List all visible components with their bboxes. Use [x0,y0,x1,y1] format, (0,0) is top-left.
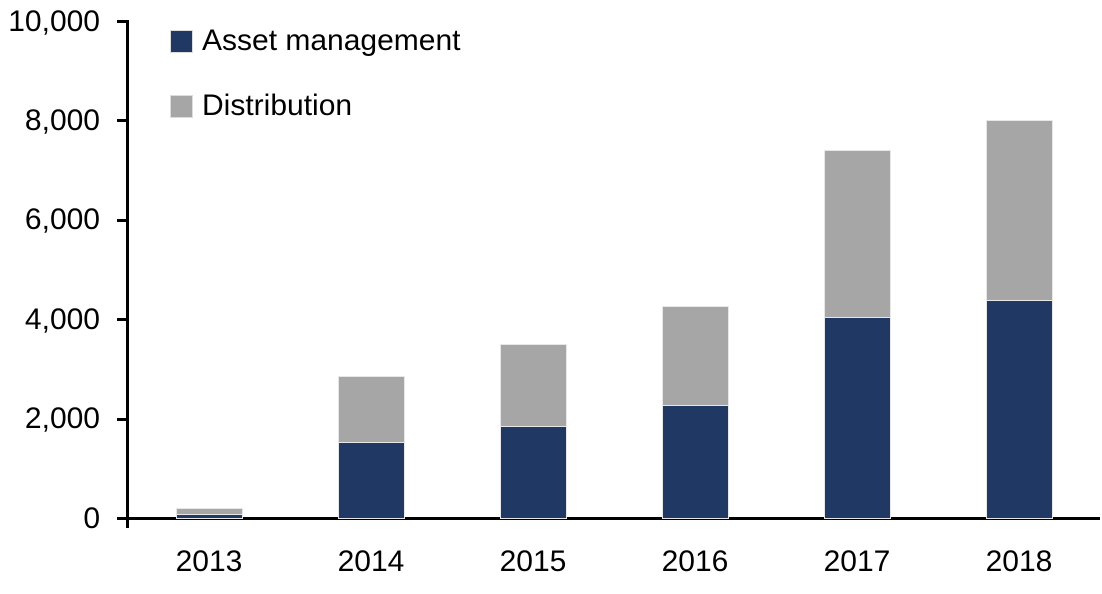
bar-segment-2017-asset-management [824,317,890,519]
bar-segment-2015-distribution [500,344,566,427]
y-axis-tick-label: 0 [83,501,100,535]
y-axis-tick [117,20,127,23]
x-axis-label-2016: 2016 [661,545,729,578]
x-axis-label-2017: 2017 [823,545,891,578]
bar-segment-2013-asset-management [176,513,242,519]
bar-segment-2016-distribution [662,307,728,406]
y-axis-tick [117,318,127,322]
legend-item-asset-management: Asset management [171,25,460,57]
bar-segment-2015-asset-management [500,426,566,519]
bar-segment-2014-asset-management [338,442,404,519]
x-axis-label-2013: 2013 [175,545,243,578]
y-axis-tick [117,218,127,222]
y-axis-tick-label: 8,000 [24,103,100,137]
legend-item-distribution: Distribution [171,90,352,122]
y-axis-tick [117,119,127,123]
bar-segment-2018-asset-management [986,299,1052,519]
legend-swatch-icon [171,95,192,117]
y-axis-tick-label: 6,000 [24,203,100,237]
x-axis-label-2015: 2015 [499,545,567,578]
legend-label: Asset management [202,24,461,57]
y-axis-tick [117,417,127,421]
bar-segment-2018-distribution [986,120,1052,300]
bar-segment-2017-distribution [824,150,890,318]
legend-label: Distribution [202,89,353,122]
bar-segment-2014-distribution [338,376,404,443]
y-axis-tick [117,517,127,520]
legend-swatch-icon [171,30,192,52]
bar-segment-2016-asset-management [662,405,728,519]
x-axis-label-2018: 2018 [985,545,1053,578]
bar-segment-2013-distribution [176,508,242,514]
y-axis-tick-label: 10,000 [8,4,100,38]
x-axis-label-2014: 2014 [337,545,405,578]
y-axis-tick-label: 2,000 [24,402,100,436]
y-axis-line [126,20,129,528]
x-axis-line [126,517,1100,520]
y-axis-tick-label: 4,000 [24,302,100,336]
